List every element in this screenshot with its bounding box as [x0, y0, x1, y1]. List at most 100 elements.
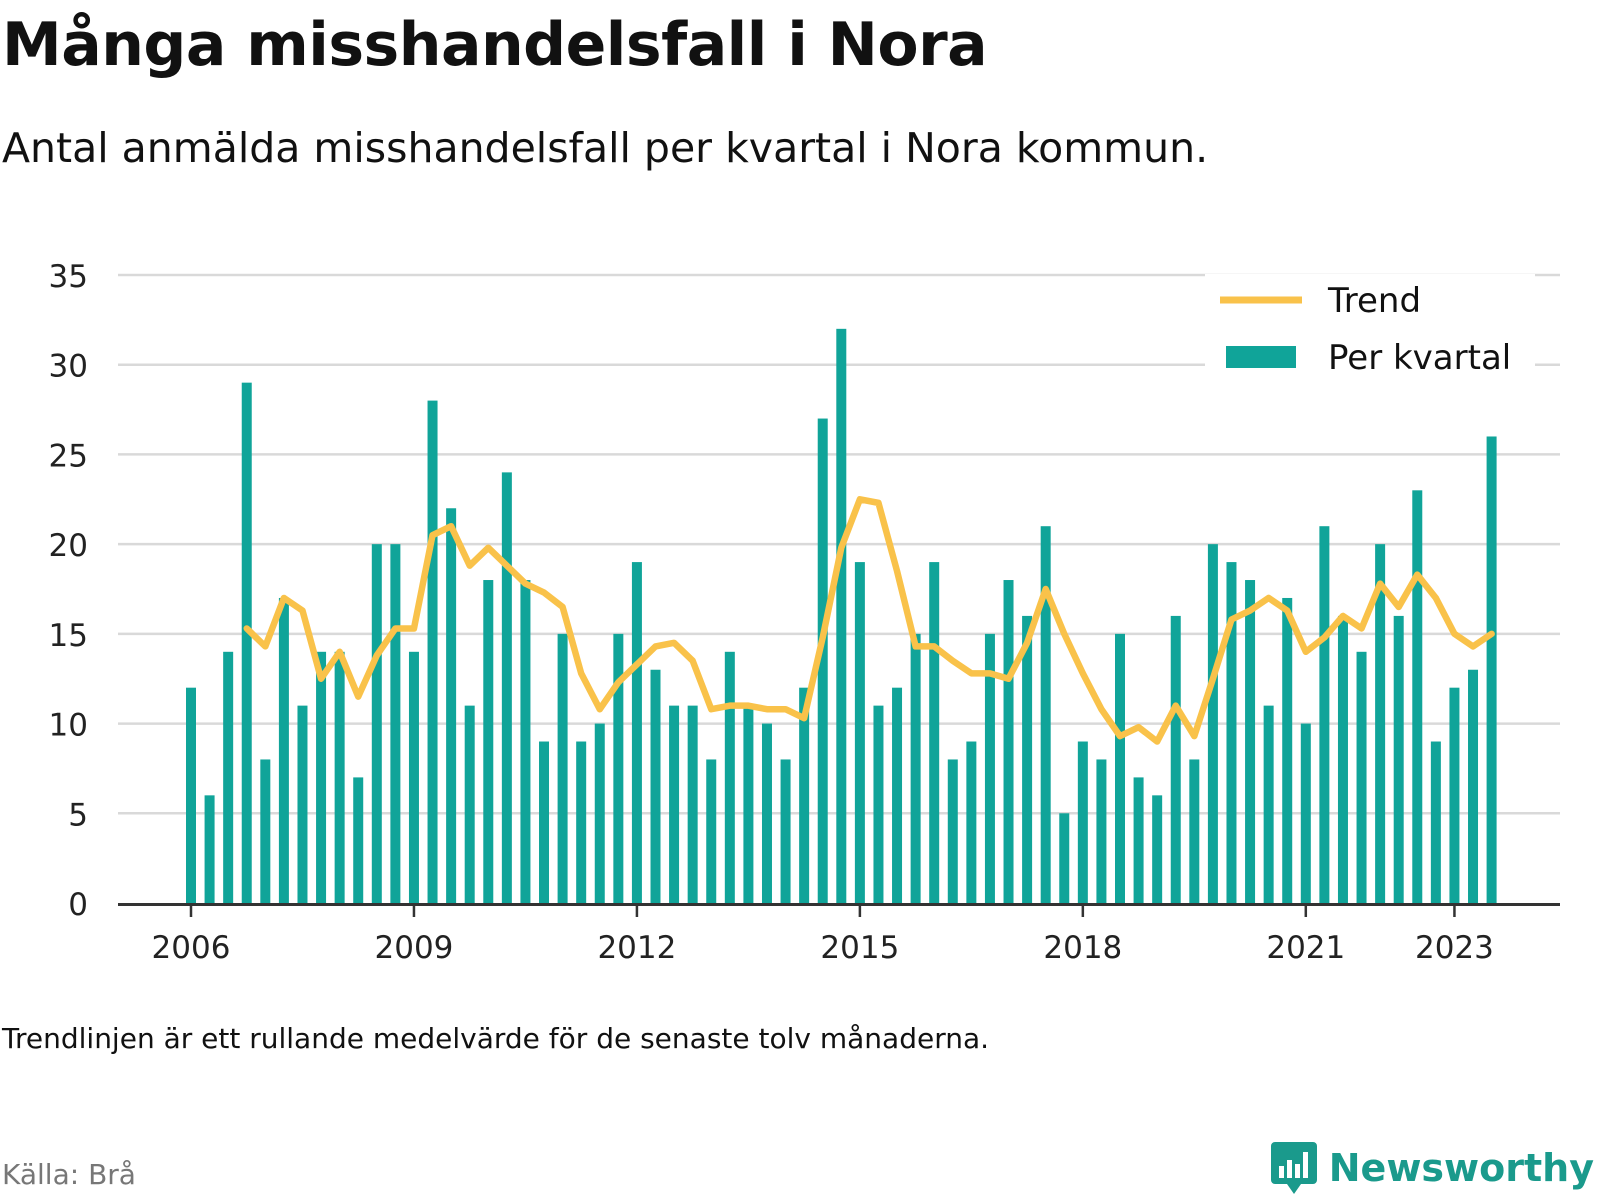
bar [1486, 436, 1497, 903]
x-tick-label: 2012 [597, 930, 676, 966]
bar [1319, 526, 1330, 903]
y-tick-label: 25 [49, 438, 88, 474]
x-tick-label: 2021 [1266, 930, 1345, 966]
x-tick-label: 2009 [375, 930, 454, 966]
bar [1263, 705, 1274, 903]
bar [724, 651, 735, 903]
bar [483, 580, 494, 903]
y-tick-label: 30 [49, 349, 88, 385]
bar [687, 705, 698, 903]
bar [1449, 687, 1460, 903]
bar [854, 562, 865, 903]
bar [706, 759, 717, 903]
bar [353, 777, 364, 903]
source-label: Källa: Brå [2, 1158, 136, 1191]
bar [297, 705, 308, 903]
bar [371, 544, 382, 903]
bar [1430, 741, 1441, 903]
legend-label: Per kvartal [1328, 338, 1511, 378]
bar [1300, 723, 1311, 903]
bar [316, 651, 327, 903]
x-tick-label: 2023 [1415, 930, 1494, 966]
bar [631, 562, 642, 903]
bar [520, 580, 531, 903]
bar [594, 723, 605, 903]
trend-note: Trendlinjen är ett rullande medelvärde f… [2, 1022, 990, 1055]
bar [1077, 741, 1088, 903]
bar [1282, 597, 1293, 903]
y-tick-label: 20 [49, 528, 88, 564]
bar [204, 795, 215, 903]
x-tick-label: 2006 [152, 930, 231, 966]
bar [799, 687, 810, 903]
bar [1393, 615, 1404, 903]
bar [780, 759, 791, 903]
legend-bar-swatch [1226, 346, 1296, 368]
chart-title: Många misshandelsfall i Nora [2, 10, 988, 80]
y-tick-label: 15 [49, 618, 88, 654]
bar [817, 418, 828, 903]
brand-name: Newsworthy [1328, 1146, 1594, 1190]
x-tick-label: 2018 [1043, 930, 1122, 966]
bar [1468, 669, 1479, 903]
bar [1412, 490, 1423, 903]
legend-label: Trend [1327, 281, 1421, 321]
y-tick-label: 10 [49, 708, 88, 744]
bar [1356, 651, 1367, 903]
bar [1133, 777, 1144, 903]
chart-subtitle: Antal anmälda misshandelsfall per kvarta… [2, 124, 1209, 172]
bar [1059, 813, 1070, 903]
bar [1152, 795, 1163, 903]
bar [1375, 544, 1386, 903]
bar [669, 705, 680, 903]
bar [223, 651, 234, 903]
bar [966, 741, 977, 903]
bar [1003, 580, 1014, 903]
bar [892, 687, 903, 903]
bar [278, 597, 289, 903]
bar [743, 705, 754, 903]
bar [260, 759, 271, 903]
bar [1040, 526, 1051, 903]
bar [427, 400, 438, 903]
bar [186, 687, 196, 903]
y-tick-labels: 0 5 10 15 20 25 30 35 [49, 259, 88, 923]
bar [1115, 633, 1125, 903]
bar [873, 705, 884, 903]
bar [1245, 580, 1256, 903]
bar [539, 741, 550, 903]
bar [501, 472, 512, 903]
bar [929, 562, 940, 903]
bar [650, 669, 661, 903]
bar [1189, 759, 1200, 903]
bar [910, 633, 921, 903]
bar [947, 759, 958, 903]
bar [761, 723, 772, 903]
bar [241, 382, 252, 904]
bar [1207, 544, 1218, 903]
bar [613, 633, 624, 903]
trend-line [243, 496, 1495, 745]
x-tick-label: 2015 [820, 930, 899, 966]
bar [408, 651, 419, 903]
bar [984, 633, 995, 903]
bar [446, 508, 457, 903]
bar [836, 328, 847, 903]
bar [1170, 615, 1181, 903]
bar [557, 633, 568, 903]
trend-line-layer [243, 496, 1495, 745]
bar [390, 544, 401, 903]
newsworthy-logo-icon [1270, 1142, 1317, 1194]
bars-per-kvartal [186, 328, 1497, 904]
x-axis: 2006 2009 2012 2015 2018 2021 2023 [118, 903, 1560, 966]
brand-logo: Newsworthy [1270, 1140, 1594, 1196]
y-tick-label: 5 [68, 797, 88, 833]
legend: Trend Per kvartal [1205, 274, 1535, 378]
bar [1226, 562, 1237, 903]
bar [576, 741, 587, 903]
bar [464, 705, 475, 903]
y-tick-label: 35 [49, 259, 88, 295]
bar [1022, 615, 1033, 903]
bar [334, 651, 345, 903]
